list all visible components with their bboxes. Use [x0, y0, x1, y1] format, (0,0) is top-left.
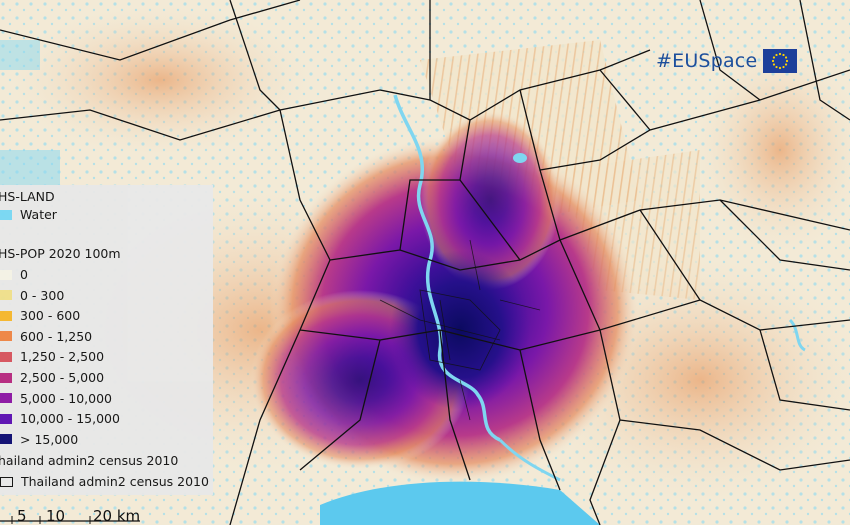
legend-water-label: Water [20, 207, 57, 222]
eu-flag-icon [763, 49, 798, 73]
euspace-brand: #EUSpace [656, 49, 798, 73]
pop-class-label: 2,500 - 5,000 [20, 370, 105, 385]
pop-class-swatch [0, 310, 12, 321]
pop-class-swatch [0, 269, 12, 280]
pop-class-label: 300 - 600 [20, 308, 81, 324]
scale-tick-20km: 20 km [93, 507, 140, 525]
legend-pop-class: 1,250 - 2,500 [0, 348, 104, 365]
legend-pop-class: 300 - 600 [0, 307, 80, 324]
scale-tick-10: 10 [46, 507, 65, 525]
pop-class-label: 0 - 300 [20, 287, 65, 303]
legend-pop-class: 10,000 - 15,000 [0, 410, 120, 427]
legend-pop-class: 0 [0, 266, 28, 283]
pop-class-label: 600 - 1,250 [20, 328, 93, 344]
water-swatch [0, 209, 12, 220]
euspace-hashtag: #EUSpace [656, 50, 758, 72]
legend-pop-class: 0 - 300 [0, 287, 64, 304]
pop-class-label: 10,000 - 15,000 [20, 411, 120, 427]
pop-class-swatch [0, 372, 12, 383]
scale-bar: 5 10 20 km [0, 507, 140, 525]
pop-class-swatch [0, 351, 12, 362]
pop-class-swatch [0, 434, 12, 445]
admin-boundary-swatch [0, 476, 13, 487]
pop-class-label: 0 [20, 267, 28, 282]
map-legend: HS-LAND Water HS-POP 2020 100m 0 0 - 300 3… [0, 185, 213, 495]
legend-pop-class: 2,500 - 5,000 [0, 369, 104, 386]
legend-pop-title: HS-POP 2020 100m [0, 246, 121, 261]
scale-tick-5: 5 [17, 507, 27, 525]
pop-class-label: 1,250 - 2,500 [20, 349, 105, 365]
pop-class-label: 5,000 - 10,000 [20, 390, 112, 406]
legend-admin-item: Thailand admin2 census 2010 [0, 473, 209, 490]
pop-class-label: > 15,000 [20, 431, 79, 447]
pop-class-swatch [0, 331, 12, 342]
legend-pop-class: > 15,000 [0, 431, 78, 448]
pop-class-swatch [0, 290, 12, 301]
legend-admin-title: hailand admin2 census 2010 [0, 453, 179, 468]
pop-class-swatch [0, 393, 12, 404]
legend-pop-class: 5,000 - 10,000 [0, 390, 112, 407]
legend-admin-label: Thailand admin2 census 2010 [21, 474, 209, 489]
legend-land-title: HS-LAND [0, 189, 55, 204]
legend-water-item: Water [0, 206, 57, 223]
legend-pop-class: 600 - 1,250 [0, 328, 92, 345]
pop-class-swatch [0, 413, 12, 424]
